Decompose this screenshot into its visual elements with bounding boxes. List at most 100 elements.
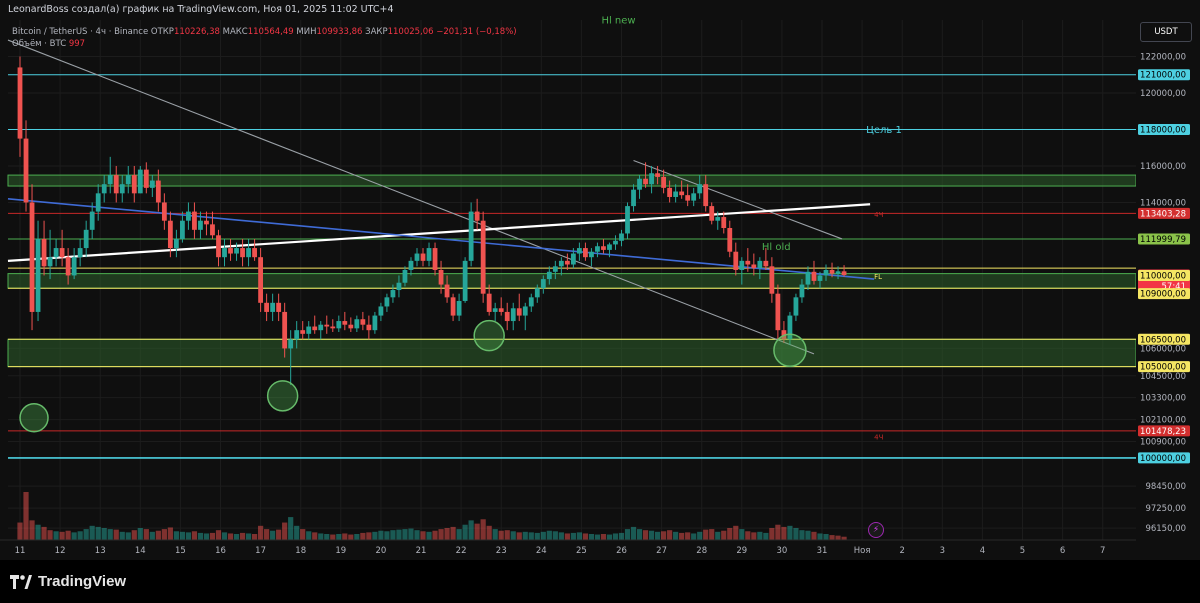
high-label: МАКС <box>222 27 248 37</box>
price-tick-label: 98450,00 <box>1145 482 1186 492</box>
candle-body <box>161 202 167 221</box>
candle-body <box>534 288 540 298</box>
volume-bar <box>233 534 240 540</box>
volume-label[interactable]: Объём · BTC <box>12 39 67 49</box>
candle-body <box>673 191 679 197</box>
currency-button[interactable]: USDT <box>1140 22 1192 42</box>
symbol-name[interactable]: Bitcoin / TetherUS · 4ч · Binance <box>12 27 149 37</box>
candle-body <box>697 184 703 194</box>
chart-area[interactable]: Hl new Цель 1 4Ч Hl old FL 4Ч 122000,00 120000… <box>0 0 1200 560</box>
volume-bar <box>546 530 552 540</box>
volume-bar <box>570 532 576 540</box>
volume-bar <box>420 531 426 540</box>
candle-body <box>107 175 113 185</box>
volume-bar <box>636 529 643 540</box>
trend-line-blue <box>7 198 875 280</box>
candle-body <box>125 175 131 185</box>
price-label-bg <box>1138 207 1190 219</box>
time-tick-label: 5 <box>1020 546 1025 556</box>
candle-body <box>312 326 318 331</box>
volume-bar <box>47 530 53 540</box>
volume-bar <box>318 533 324 540</box>
candle-body <box>655 173 660 177</box>
candle-body <box>552 266 558 272</box>
volume-bar <box>612 533 619 540</box>
candle-body <box>775 293 781 331</box>
volume-bar <box>155 530 161 540</box>
circle-marker <box>19 403 49 433</box>
price-tick-label: 106000,00 <box>1140 344 1186 354</box>
volume-bar <box>29 520 35 540</box>
candle-body <box>173 238 179 249</box>
price-label-bg <box>1138 233 1190 245</box>
volume-bar <box>360 532 366 540</box>
volume-bar <box>432 530 438 540</box>
volume-bar <box>709 529 715 540</box>
volume-bar <box>251 534 258 540</box>
volume-bar <box>306 531 312 540</box>
candle-body <box>414 253 420 261</box>
time-tick-label: 7 <box>1100 546 1105 556</box>
candle-body <box>793 297 799 316</box>
time-tick-label: 3 <box>940 546 945 556</box>
volume-bar <box>582 533 589 540</box>
candles <box>17 56 847 385</box>
time-tick-label: 21 <box>416 546 427 556</box>
volume-bar <box>588 534 595 540</box>
volume-bar <box>270 530 276 540</box>
volume-bar <box>480 519 486 540</box>
candle-body <box>468 211 474 261</box>
volume-bar <box>817 533 823 540</box>
candle-body <box>342 321 348 325</box>
candle-body <box>137 169 143 194</box>
annotation-label: Цель 1 <box>866 125 902 136</box>
volume-bar <box>239 532 246 540</box>
price-tick-label: 122000,00 <box>1140 52 1186 62</box>
volume-bar <box>474 523 480 540</box>
candle-body <box>438 269 444 285</box>
candle-body <box>95 193 101 212</box>
candle-body <box>143 169 149 188</box>
support-resistance-zone <box>7 273 1137 289</box>
volume-bar <box>378 530 384 540</box>
lightning-icon[interactable]: ⚡ <box>868 522 884 538</box>
price-label: 110000,00 <box>1140 271 1186 281</box>
candle-body <box>510 308 516 322</box>
volume-bar <box>462 524 468 540</box>
candle-body <box>817 275 823 281</box>
volume-bar <box>576 532 582 540</box>
volume-bar <box>727 528 733 540</box>
time-tick-label: 12 <box>55 546 66 556</box>
volume-bar <box>685 532 691 540</box>
tradingview-logo[interactable]: TradingView <box>10 573 126 590</box>
candle-body <box>354 319 360 329</box>
candle-body <box>595 246 600 252</box>
price-label-bg <box>1138 452 1190 464</box>
candle-body <box>360 319 366 325</box>
candle-body <box>811 271 817 281</box>
candle-body <box>564 260 570 265</box>
annotation-label: FL <box>874 273 882 281</box>
candle-body <box>679 191 685 196</box>
volume-bar <box>215 530 222 540</box>
volume-bar <box>390 530 396 540</box>
volume-bar <box>65 530 71 540</box>
time-tick-label: 20 <box>375 546 386 556</box>
candle-body <box>192 211 197 230</box>
candle-body <box>59 248 65 258</box>
candle-body <box>396 282 402 291</box>
low-label: МИН <box>296 27 317 37</box>
volume-bar <box>408 528 414 540</box>
candle-body <box>216 235 221 258</box>
volume-bars <box>17 492 847 540</box>
volume-bar <box>739 529 745 540</box>
time-tick-label: 15 <box>175 546 186 556</box>
volume-bar <box>534 532 540 540</box>
close-value: 110025,06 <box>387 27 434 37</box>
volume-bar <box>552 531 558 540</box>
circle-marker <box>773 333 807 367</box>
tradingview-logo-icon <box>10 574 32 589</box>
price-chart[interactable]: Hl new Цель 1 4Ч Hl old FL 4Ч 122000,00 120000… <box>0 0 1200 560</box>
annotation-label: Hl new <box>601 16 635 27</box>
candle-body <box>763 260 769 267</box>
